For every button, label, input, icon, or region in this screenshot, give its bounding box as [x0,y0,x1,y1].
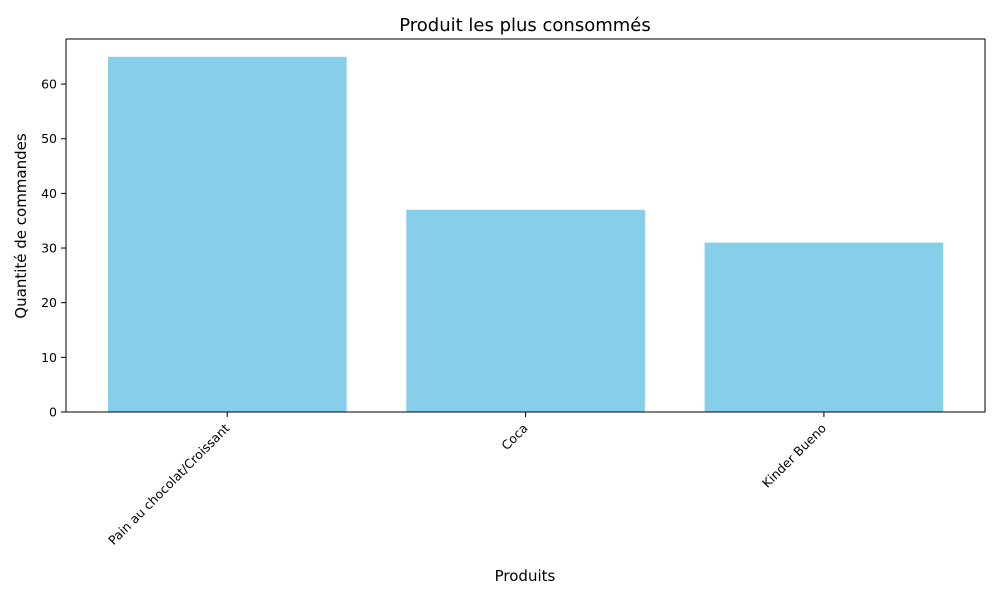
x-tick-label: Kinder Bueno [759,421,829,491]
chart-title: Produit les plus consommés [399,15,651,36]
y-axis: 0 10 20 30 40 50 60 [41,77,66,420]
plot-frame [65,38,986,413]
y-tick-label: 40 [41,186,57,201]
x-tick-label: Coca [498,421,530,453]
x-axis: Pain au chocolat/Croissant Coca Kinder Bue… [105,412,829,548]
bars-group [108,56,944,413]
y-tick-label: 20 [41,295,57,310]
y-axis-label: Quantité de commandes [12,133,30,319]
y-tick-label: 0 [49,405,57,420]
y-tick-label: 60 [41,77,57,92]
y-tick-label: 30 [41,241,57,256]
bar-1 [108,56,347,413]
y-tick-label: 10 [41,350,57,365]
bar-3 [704,242,944,412]
x-axis-label: Produits [495,567,556,585]
x-tick-label: Pain au chocolat/Croissant [105,420,232,547]
y-tick-label: 50 [41,131,57,146]
bar-2 [406,209,645,412]
